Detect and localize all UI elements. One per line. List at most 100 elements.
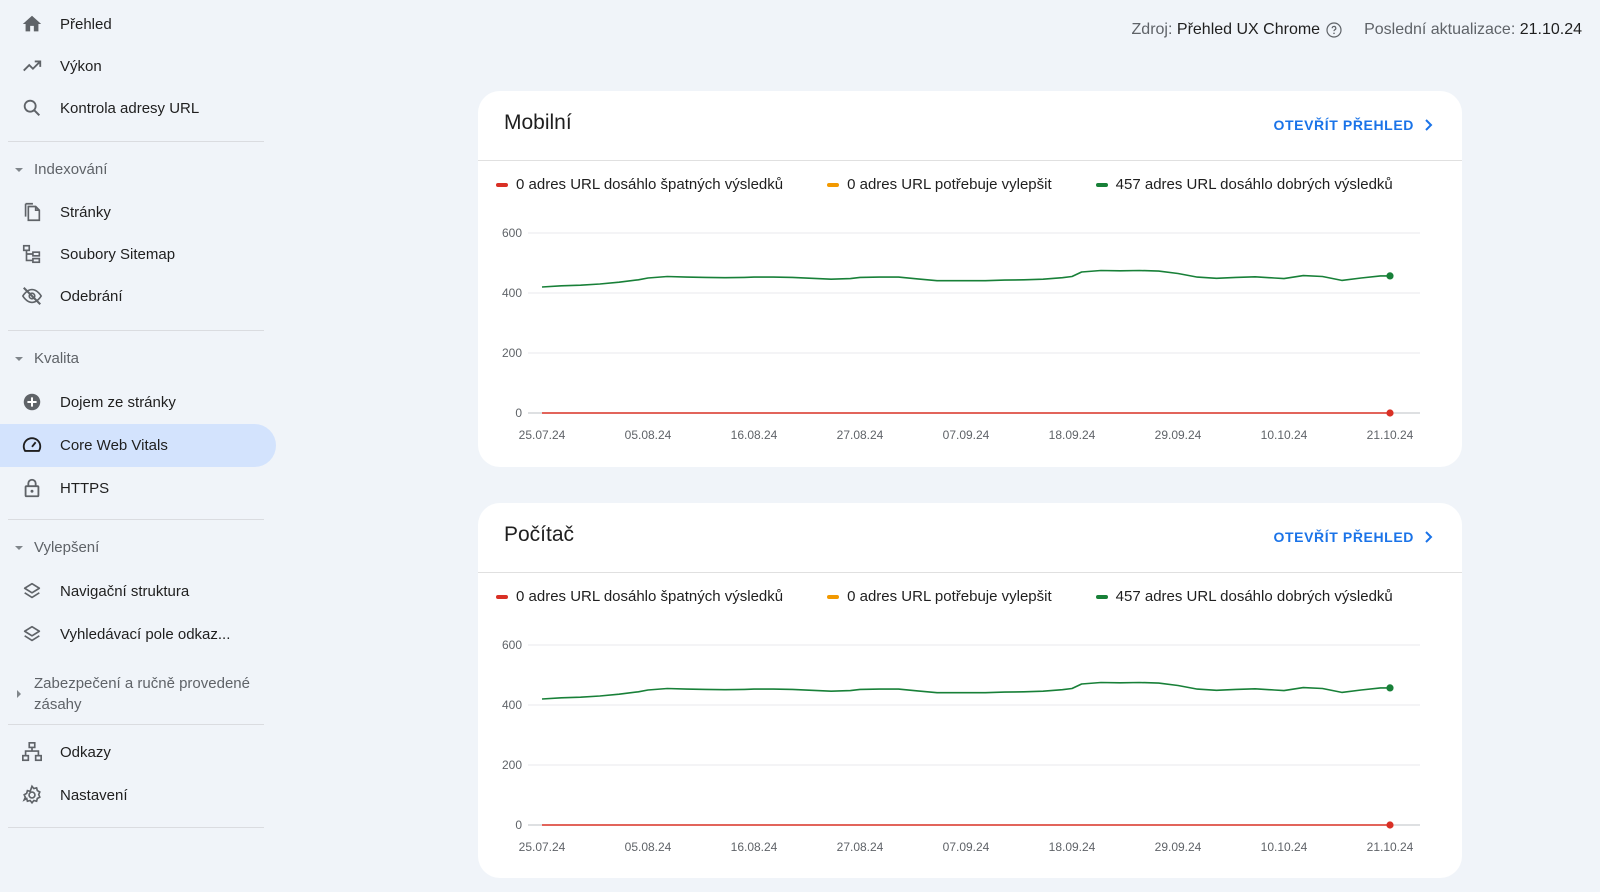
x-tick-label: 07.09.24 (943, 840, 990, 854)
pages-icon (21, 201, 43, 223)
line-chart: 0 200 400 600 25.07.24 05.08.24 16.08.24 27.08.… (502, 226, 1420, 442)
x-tick-label: 21.10.24 (1367, 840, 1414, 854)
source-label: Zdroj: (1131, 21, 1173, 38)
sidebar-item-dojem[interactable]: Dojem ze stránky (0, 381, 276, 424)
legend-swatch-good (1095, 182, 1108, 187)
sidebar-item-label: Přehled (60, 16, 112, 33)
x-tick-label: 18.09.24 (1049, 840, 1096, 854)
links-hierarchy-icon (21, 741, 43, 763)
section-header-zabezpeceni[interactable]: Zabezpečení a ručně provedené zásahy (0, 673, 276, 717)
search-icon (21, 97, 43, 119)
sidebar-item-nastaveni[interactable]: Nastavení (0, 774, 276, 817)
speed-gauge-icon (21, 434, 43, 456)
sidebar-item-vykon[interactable]: Výkon (0, 45, 276, 88)
section-header-kvalita[interactable]: Kvalita (0, 348, 276, 370)
updated-value: 21.10.24 (1519, 21, 1582, 38)
caret-down-icon (13, 353, 25, 365)
card-divider (478, 572, 1462, 573)
x-tick-label: 05.08.24 (625, 840, 672, 854)
x-tick-label: 16.08.24 (731, 428, 778, 442)
x-tick-label: 27.08.24 (837, 840, 884, 854)
sidebar-item-kontrola-url[interactable]: Kontrola adresy URL (0, 87, 276, 130)
card-divider (478, 160, 1462, 161)
legend-poor[interactable]: 0 adres URL dosáhlo špatných výsledků (496, 588, 783, 605)
legend-good[interactable]: 457 adres URL dosáhlo dobrých výsledků (1095, 176, 1393, 193)
gear-icon (21, 784, 43, 806)
legend-swatch-poor (496, 182, 508, 187)
legend-swatch-poor (496, 594, 508, 599)
series-end-point (1386, 684, 1394, 692)
legend-needs-improvement[interactable]: 0 adres URL potřebuje vylepšit (827, 588, 1052, 605)
sidebar-item-odebrani[interactable]: Odebrání (0, 275, 276, 318)
legend-good[interactable]: 457 adres URL dosáhlo dobrých výsledků (1095, 588, 1393, 605)
sidebar-divider (8, 724, 264, 725)
section-header-vylepseni[interactable]: Vylepšení (0, 537, 276, 559)
x-tick-label: 05.08.24 (625, 428, 672, 442)
series-end-point (1386, 272, 1394, 280)
sidebar-item-label: Vyhledávací pole odkaz... (60, 626, 231, 643)
sidebar-item-vyhledavaci-pole[interactable]: Vyhledávací pole odkaz... (0, 613, 276, 656)
y-tick-label: 0 (515, 818, 522, 832)
sidebar: Přehled Výkon Kontrola adresy URL Indexo… (0, 0, 280, 892)
sidebar-item-label: Nastavení (60, 787, 128, 804)
legend-label: 457 adres URL dosáhlo dobrých výsledků (1115, 176, 1393, 193)
y-tick-label: 600 (502, 226, 522, 240)
sidebar-item-stranky[interactable]: Stránky (0, 191, 276, 234)
card-mobile: Mobilní OTEVŘÍT PŘEHLED 0 adres URL dosá… (478, 91, 1462, 467)
y-tick-label: 600 (502, 638, 522, 652)
x-tick-label: 29.09.24 (1155, 428, 1202, 442)
chevron-right-icon (1420, 529, 1436, 545)
y-tick-label: 400 (502, 698, 522, 712)
legend-label: 0 adres URL dosáhlo špatných výsledků (516, 588, 784, 605)
legend-label: 0 adres URL potřebuje vylepšit (847, 588, 1052, 605)
legend-needs-improvement[interactable]: 0 adres URL potřebuje vylepšit (827, 176, 1052, 193)
sidebar-item-odkazy[interactable]: Odkazy (0, 731, 276, 774)
sitemap-icon (21, 243, 43, 265)
sidebar-item-sitemap[interactable]: Soubory Sitemap (0, 233, 276, 276)
home-icon (21, 13, 43, 35)
visibility-off-icon (21, 285, 43, 307)
sidebar-item-core-web-vitals[interactable]: Core Web Vitals (0, 424, 276, 467)
card-desktop: Počítač OTEVŘÍT PŘEHLED 0 adres URL dosá… (478, 503, 1462, 878)
section-title: Vylepšení (34, 539, 100, 556)
caret-down-icon (13, 164, 25, 176)
sidebar-item-label: Dojem ze stránky (60, 394, 176, 411)
x-tick-label: 25.07.24 (519, 428, 566, 442)
open-report-link[interactable]: OTEVŘÍT PŘEHLED (1274, 529, 1436, 545)
legend-label: 0 adres URL dosáhlo špatných výsledků (516, 176, 784, 193)
layers-icon (21, 623, 43, 645)
sidebar-item-prehled[interactable]: Přehled (0, 3, 276, 46)
chevron-right-icon (1420, 117, 1436, 133)
lock-icon (21, 477, 43, 499)
y-tick-label: 0 (515, 406, 522, 420)
add-circle-icon (21, 391, 43, 413)
source-value: Přehled UX Chrome (1176, 21, 1321, 38)
card-title: Počítač (504, 523, 575, 546)
sidebar-divider (8, 827, 264, 828)
series-line (541, 681, 1390, 700)
sidebar-divider (8, 141, 264, 142)
legend-poor[interactable]: 0 adres URL dosáhlo špatných výsledků (496, 176, 783, 193)
sidebar-item-label: Odebrání (60, 288, 123, 305)
legend-label: 457 adres URL dosáhlo dobrých výsledků (1115, 588, 1393, 605)
legend-label: 0 adres URL potřebuje vylepšit (847, 176, 1052, 193)
sidebar-item-label: Stránky (60, 204, 111, 221)
sidebar-item-label: Core Web Vitals (60, 437, 168, 454)
sidebar-item-navigacni-struktura[interactable]: Navigační struktura (0, 570, 276, 613)
legend-swatch-needs-improvement (827, 182, 840, 187)
legend-swatch-good (1095, 594, 1108, 599)
sidebar-divider (8, 519, 264, 520)
x-tick-label: 21.10.24 (1367, 428, 1414, 442)
help-icon[interactable] (1326, 22, 1342, 38)
sidebar-item-label: Navigační struktura (60, 583, 190, 600)
sidebar-item-label: HTTPS (60, 480, 110, 497)
caret-right-icon (13, 688, 25, 700)
x-tick-label: 18.09.24 (1049, 428, 1096, 442)
sidebar-item-label: Odkazy (60, 744, 111, 761)
sidebar-item-label: Výkon (60, 58, 102, 75)
section-header-indexovani[interactable]: Indexování (0, 159, 276, 181)
sidebar-item-label: Kontrola adresy URL (60, 100, 200, 117)
report-meta-bar: Zdroj: Přehled UX Chrome Poslední aktual… (1132, 19, 1582, 41)
open-report-link[interactable]: OTEVŘÍT PŘEHLED (1274, 117, 1436, 133)
sidebar-item-https[interactable]: HTTPS (0, 467, 276, 510)
